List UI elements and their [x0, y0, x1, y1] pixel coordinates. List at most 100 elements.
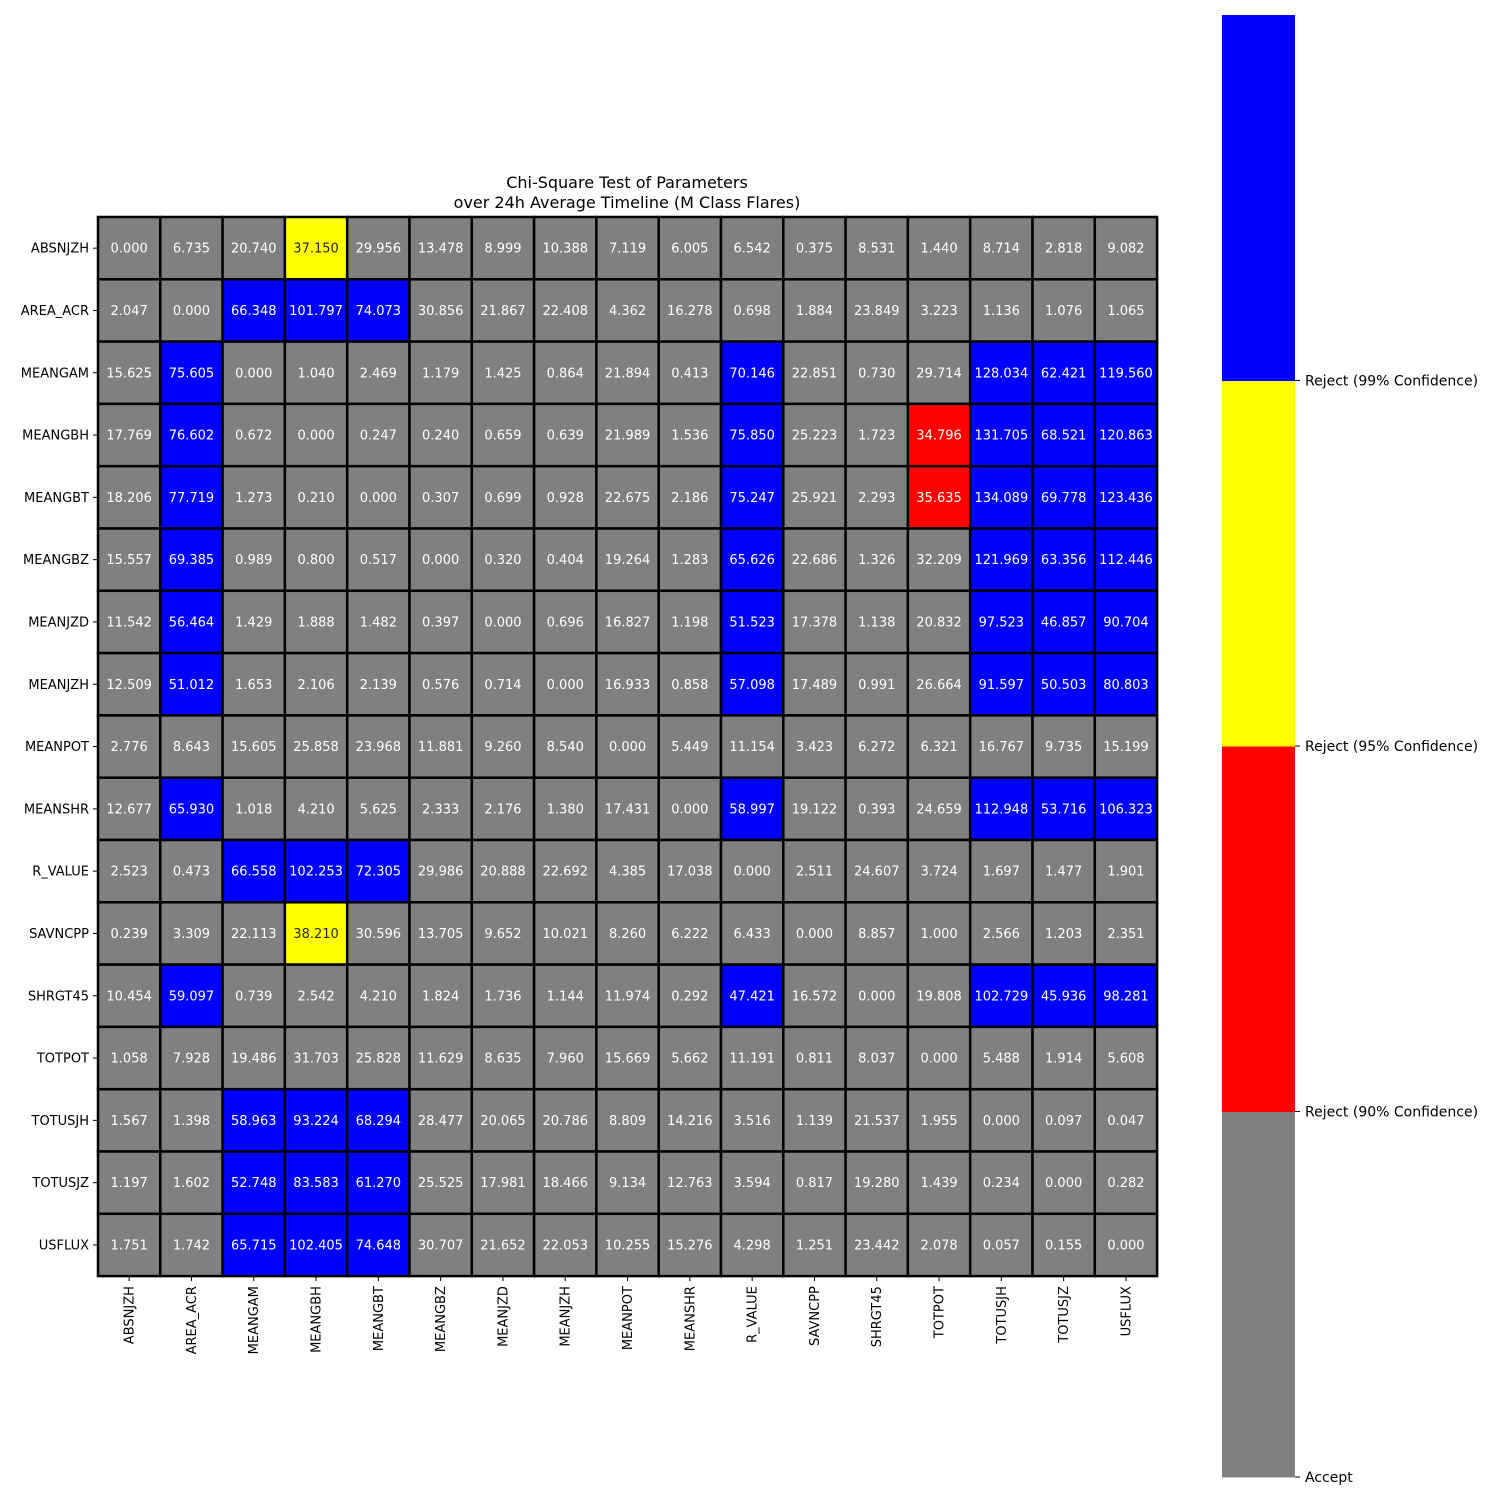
cell-value-label: 7.928	[173, 1052, 210, 1067]
cell-value-label: 0.000	[547, 678, 584, 693]
heatmap-cell	[906, 464, 972, 530]
cell-value-label: 1.139	[796, 1114, 833, 1129]
y-tick-label: R_VALUE	[32, 865, 89, 880]
cell-value-label: 0.000	[1107, 1238, 1144, 1253]
cell-value-label: 0.155	[1045, 1238, 1082, 1253]
cell-value-label: 0.000	[858, 989, 895, 1004]
cell-value-label: 1.040	[297, 366, 334, 381]
cell-value-label: 0.000	[1045, 1176, 1082, 1191]
cell-value-label: 25.828	[356, 1052, 402, 1067]
heatmap-cell	[1093, 1087, 1159, 1153]
cell-value-label: 2.293	[858, 491, 895, 506]
heatmap-cell	[1093, 215, 1159, 281]
cell-value-label: 1.425	[484, 366, 521, 381]
cell-value-label: 0.000	[360, 491, 397, 506]
heatmap-cell	[906, 278, 972, 343]
cell-value-label: 25.858	[293, 740, 339, 755]
cell-value-label: 16.767	[979, 740, 1025, 755]
cell-value-label: 0.247	[360, 429, 397, 444]
heatmap-cell	[283, 278, 349, 343]
cell-value-label: 21.989	[605, 429, 651, 444]
heatmap-cell	[657, 901, 723, 966]
heatmap-cell	[844, 1087, 910, 1153]
cell-value-label: 0.000	[173, 304, 210, 319]
heatmap-cell	[782, 1212, 847, 1278]
cell-value-label: 9.735	[1045, 740, 1082, 755]
cell-value-label: 0.000	[796, 927, 833, 942]
cell-value-label: 112.948	[974, 802, 1028, 817]
heatmap-cell	[283, 527, 349, 593]
cell-value-label: 0.672	[235, 429, 272, 444]
cell-value-label: 0.307	[422, 491, 459, 506]
heatmap-cell	[345, 278, 411, 343]
cell-value-label: 0.800	[297, 553, 334, 568]
heatmap-cell	[532, 589, 598, 655]
heatmap-cell	[159, 963, 224, 1029]
cell-value-label: 22.692	[543, 865, 589, 880]
cell-value-label: 5.488	[983, 1052, 1020, 1067]
heatmap-cell	[159, 278, 224, 343]
x-tick-label: MEANGBT	[372, 1286, 387, 1351]
cell-value-label: 1.536	[671, 429, 708, 444]
heatmap-cell	[1093, 838, 1159, 904]
heatmap-cell	[159, 651, 224, 717]
cell-value-label: 102.729	[974, 989, 1028, 1004]
cell-value-label: 6.433	[734, 927, 771, 942]
cell-value-label: 68.294	[356, 1114, 402, 1129]
heatmap-cell	[844, 402, 910, 468]
cell-value-label: 2.078	[920, 1238, 957, 1253]
cell-value-label: 2.566	[983, 927, 1020, 942]
cell-value-label: 134.089	[974, 491, 1028, 506]
cell-value-label: 1.888	[297, 615, 334, 630]
heatmap-cell	[968, 402, 1034, 468]
heatmap-cell	[719, 1087, 785, 1153]
colorbar-tick-label: Accept	[1305, 1470, 1353, 1486]
heatmap-cell	[844, 589, 910, 655]
heatmap-cell	[532, 963, 598, 1029]
cell-value-label: 22.113	[231, 927, 277, 942]
heatmap-cell	[968, 901, 1034, 966]
cell-value-label: 8.037	[858, 1052, 895, 1067]
cell-value-label: 34.796	[916, 429, 962, 444]
cell-value-label: 16.278	[667, 304, 713, 319]
y-tick-label: MEANSHR	[24, 802, 89, 817]
heatmap-cell	[283, 901, 349, 966]
x-tick-label: MEANGBZ	[434, 1286, 449, 1352]
cell-value-label: 9.260	[484, 740, 521, 755]
cell-value-label: 6.321	[920, 740, 957, 755]
cell-value-label: 0.000	[983, 1114, 1020, 1129]
cell-value-label: 30.707	[418, 1238, 464, 1253]
cell-value-label: 18.206	[106, 491, 152, 506]
cell-value-label: 65.626	[729, 553, 775, 568]
heatmap-cell	[719, 1150, 785, 1216]
y-tick-label: AREA_ACR	[21, 304, 89, 319]
cell-value-label: 1.398	[173, 1114, 210, 1129]
cell-value-label: 3.223	[920, 304, 957, 319]
cell-value-label: 56.464	[169, 615, 215, 630]
heatmap-cell	[844, 1025, 910, 1091]
cell-value-label: 98.281	[1103, 989, 1149, 1004]
cell-value-label: 20.888	[480, 865, 526, 880]
cell-value-label: 1.697	[983, 865, 1020, 880]
cell-value-label: 5.662	[671, 1052, 708, 1067]
cell-value-label: 102.405	[289, 1238, 343, 1253]
cell-value-label: 0.097	[1045, 1114, 1082, 1129]
cell-value-label: 20.832	[916, 615, 962, 630]
heatmap-cell	[221, 1150, 287, 1216]
cell-value-label: 0.928	[547, 491, 584, 506]
cell-value-label: 16.827	[605, 615, 651, 630]
colorbar-tick-label: Reject (99% Confidence)	[1305, 374, 1478, 390]
cell-value-label: 30.856	[418, 304, 464, 319]
cell-value-label: 1.144	[547, 989, 584, 1004]
cell-value-label: 10.021	[543, 927, 589, 942]
heatmap-cell	[159, 589, 224, 655]
heatmap-cell	[844, 714, 910, 779]
heatmap-cell	[532, 1025, 598, 1091]
cell-value-label: 25.921	[792, 491, 838, 506]
cell-value-label: 69.385	[169, 553, 215, 568]
cell-value-label: 0.320	[484, 553, 521, 568]
cell-value-label: 0.057	[983, 1238, 1020, 1253]
x-tick-label: SHRGT45	[870, 1286, 885, 1347]
cell-value-label: 1.884	[796, 304, 833, 319]
cell-value-label: 21.867	[480, 304, 526, 319]
